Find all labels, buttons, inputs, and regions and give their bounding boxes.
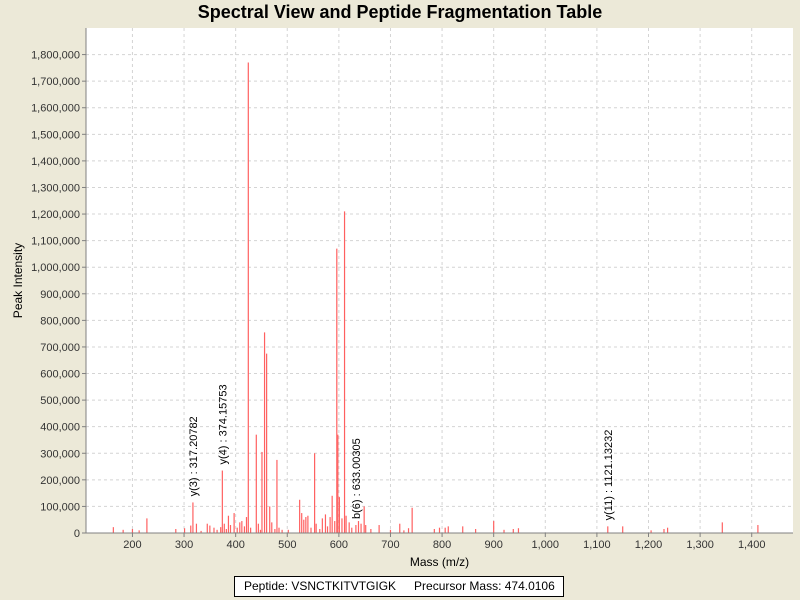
x-tick-label: 800 (433, 539, 451, 551)
y-tick-label: 1,300,000 (31, 182, 80, 194)
y-tick-label: 1,100,000 (31, 236, 80, 248)
y-tick-label: 300,000 (40, 448, 80, 460)
y-axis-label: Peak Intensity (11, 243, 25, 318)
x-tick-label: 1,300 (686, 539, 714, 551)
plot-area (86, 28, 793, 533)
x-tick-label: 1,100 (583, 539, 611, 551)
peak-annotation: y(4) : 374.15753 (217, 384, 229, 464)
x-axis-label: Mass (m/z) (410, 555, 469, 569)
x-tick-label: 300 (175, 539, 193, 551)
y-tick-label: 1,700,000 (31, 76, 80, 88)
y-tick-label: 0 (74, 528, 80, 540)
x-tick-label: 1,000 (532, 539, 560, 551)
y-tick-label: 1,500,000 (31, 129, 80, 141)
y-tick-label: 900,000 (40, 289, 80, 301)
y-tick-label: 1,000,000 (31, 262, 80, 274)
chart-title: Spectral View and Peptide Fragmentation … (197, 2, 603, 22)
x-tick-label: 200 (123, 539, 141, 551)
x-tick-label: 900 (485, 539, 503, 551)
y-tick-label: 1,600,000 (31, 103, 80, 115)
peptide-info-box: Peptide: VSNCTKITVTGIGK Precursor Mass: 4… (234, 576, 564, 597)
y-tick-label: 800,000 (40, 315, 80, 327)
x-tick-label: 700 (381, 539, 399, 551)
y-tick-label: 600,000 (40, 369, 80, 381)
x-tick-label: 600 (330, 539, 348, 551)
precursor-mass-label: Precursor Mass: 474.0106 (414, 579, 555, 593)
peak-annotation: y(3) : 317.20782 (188, 416, 200, 496)
y-tick-label: 200,000 (40, 475, 80, 487)
peptide-label: Peptide: VSNCTKITVTGIGK (244, 579, 397, 593)
y-tick-label: 700,000 (40, 342, 80, 354)
y-tick-label: 400,000 (40, 422, 80, 434)
peak-annotation: y(11) : 1121.13232 (603, 430, 615, 521)
x-tick-label: 400 (226, 539, 244, 551)
y-tick-label: 1,800,000 (31, 50, 80, 62)
peak-annotation: b(6) : 633.00305 (351, 438, 363, 519)
x-tick-label: 1,200 (635, 539, 663, 551)
x-tick-label: 1,400 (738, 539, 766, 551)
x-tick-label: 500 (278, 539, 296, 551)
y-tick-label: 1,200,000 (31, 209, 80, 221)
y-tick-label: 100,000 (40, 501, 80, 513)
y-tick-label: 500,000 (40, 395, 80, 407)
y-tick-label: 1,400,000 (31, 156, 80, 168)
